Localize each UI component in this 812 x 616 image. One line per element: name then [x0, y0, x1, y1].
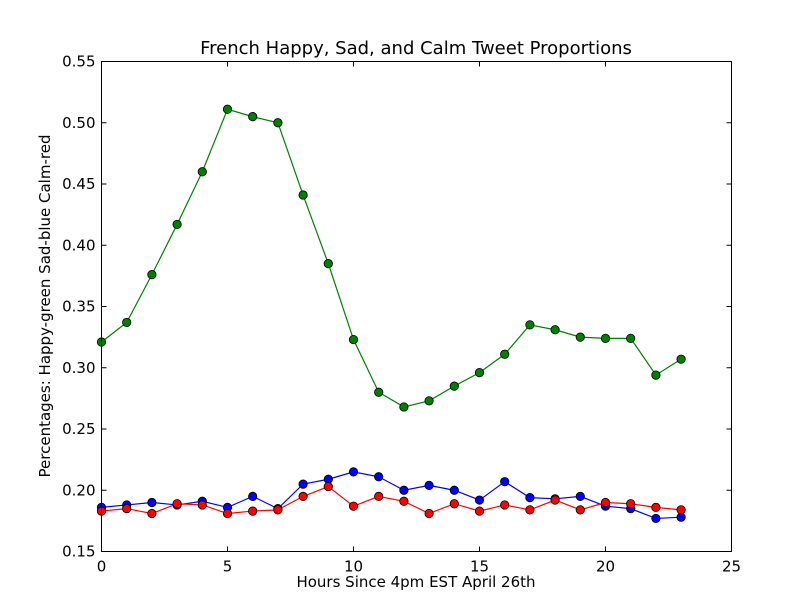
data-point-happy — [172, 219, 182, 230]
data-point-calm — [222, 508, 233, 519]
y-tick-label: 0.20 — [62, 481, 95, 499]
x-tick-label: 5 — [223, 558, 233, 576]
data-point-happy — [248, 112, 258, 122]
data-point-calm — [676, 505, 686, 515]
data-point-calm — [172, 499, 182, 509]
x-axis-label: Hours Since 4pm EST April 26th — [296, 573, 535, 591]
data-point-happy — [651, 370, 661, 380]
data-point-calm — [323, 481, 333, 492]
data-point-calm — [525, 505, 535, 515]
data-point-calm — [273, 505, 283, 515]
data-point-happy — [122, 317, 132, 328]
y-tick-label: 0.50 — [62, 114, 95, 132]
data-point-sad — [474, 495, 485, 505]
series-calm — [96, 481, 686, 519]
y-tick-label: 0.40 — [62, 236, 95, 254]
data-point-happy — [474, 368, 485, 378]
data-point-happy — [147, 270, 157, 280]
data-point-calm — [600, 497, 611, 508]
data-point-happy — [273, 118, 283, 128]
data-point-happy — [626, 333, 636, 343]
data-point-calm — [374, 491, 384, 501]
x-tick-label: 10 — [344, 558, 363, 576]
plot-content — [96, 104, 686, 524]
y-tick-label: 0.15 — [62, 543, 95, 561]
data-point-sad — [147, 497, 157, 508]
data-point-sad — [298, 479, 308, 489]
data-point-calm — [474, 506, 485, 516]
data-point-calm — [348, 501, 359, 511]
y-tick-label: 0.55 — [62, 53, 95, 71]
x-tick-label: 0 — [97, 558, 107, 576]
data-point-sad — [651, 513, 661, 524]
data-point-happy — [197, 167, 207, 177]
y-tick-label: 0.45 — [62, 175, 95, 193]
data-point-happy — [525, 320, 535, 330]
data-point-calm — [424, 508, 434, 519]
data-point-calm — [399, 496, 409, 506]
data-point-happy — [424, 396, 434, 406]
y-axis-label: Percentages: Happy-green Sad-blue Calm-r… — [36, 135, 54, 478]
data-point-calm — [651, 502, 661, 512]
data-point-sad — [248, 491, 258, 501]
data-point-calm — [197, 500, 207, 510]
x-tick-label: 20 — [596, 558, 615, 576]
data-point-sad — [500, 477, 510, 487]
data-point-happy — [323, 259, 333, 269]
y-tick-label: 0.30 — [62, 359, 95, 377]
data-point-happy — [550, 325, 560, 335]
data-point-calm — [626, 499, 636, 509]
axis-ticks: 0 5 10 15 20 25 0.15 0.20 0.25 0.30 0.35 0.40 0.45 0.… — [62, 53, 741, 576]
data-point-happy — [600, 333, 611, 343]
data-point-happy — [575, 332, 585, 342]
data-point-happy — [449, 381, 459, 391]
data-point-happy — [374, 387, 384, 397]
series-happy — [96, 104, 686, 412]
data-point-calm — [298, 491, 308, 501]
data-point-calm — [500, 500, 510, 510]
data-point-sad — [525, 492, 535, 503]
x-tick-label: 25 — [722, 558, 741, 576]
data-point-sad — [449, 485, 459, 495]
data-point-happy — [500, 349, 510, 359]
data-point-calm — [147, 508, 157, 519]
data-point-calm — [122, 504, 132, 514]
data-point-sad — [348, 467, 359, 477]
data-point-sad — [424, 480, 434, 490]
data-point-calm — [575, 505, 585, 515]
data-point-happy — [222, 104, 233, 114]
chart-title: French Happy, Sad, and Calm Tweet Propor… — [200, 38, 632, 59]
data-point-calm — [248, 506, 258, 516]
y-tick-label: 0.35 — [62, 298, 95, 316]
data-point-sad — [399, 485, 409, 495]
data-point-sad — [575, 491, 585, 501]
data-point-happy — [676, 354, 686, 364]
data-point-happy — [348, 334, 359, 345]
y-tick-label: 0.25 — [62, 420, 95, 438]
data-point-happy — [298, 190, 308, 200]
data-point-sad — [374, 472, 384, 482]
x-tick-label: 15 — [470, 558, 489, 576]
data-point-calm — [550, 495, 560, 505]
data-point-calm — [449, 499, 459, 509]
data-point-happy — [399, 402, 409, 412]
